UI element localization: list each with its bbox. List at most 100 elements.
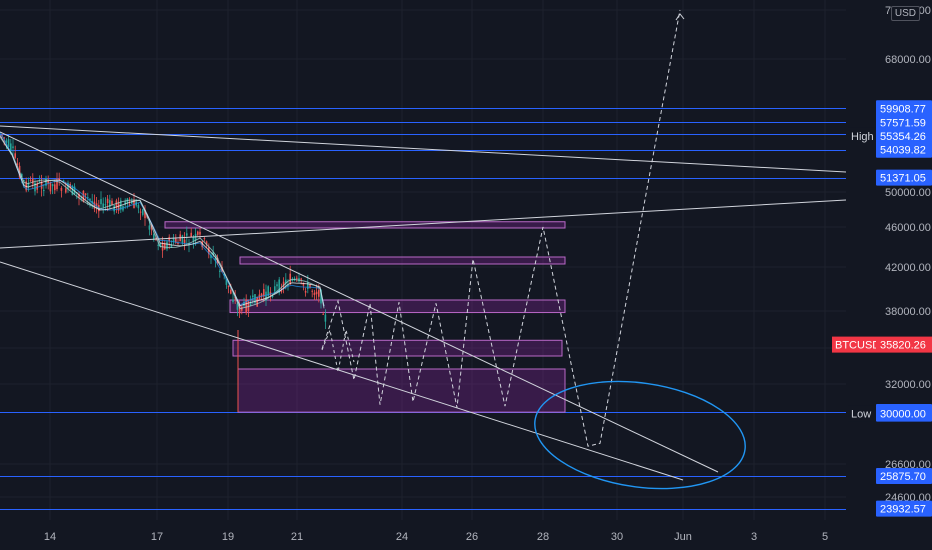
price-tick: 32000.00 [885, 379, 931, 391]
level-value-bg [876, 127, 932, 144]
trend-line [0, 199, 847, 249]
level-value: 30000.00 [880, 409, 926, 421]
currency-label[interactable]: USD [890, 6, 920, 21]
candle-body [267, 286, 269, 296]
candle-body [95, 203, 98, 207]
grid-lines [0, 0, 846, 520]
candle-body [87, 197, 89, 199]
candle-body [71, 186, 74, 196]
candle-body [282, 281, 285, 287]
candle-body [58, 178, 60, 181]
candle-body [89, 198, 91, 201]
candle-body [230, 289, 232, 294]
candle-body [300, 278, 302, 280]
target-circle [534, 380, 746, 490]
candle-body [183, 239, 186, 244]
time-tick: 19 [222, 531, 234, 543]
level-value: 25875.70 [880, 471, 926, 483]
candle-body [315, 291, 318, 295]
candle-body [32, 178, 34, 184]
candle-body [212, 252, 214, 256]
candle-body [271, 295, 274, 297]
candlestick-series [0, 131, 327, 412]
candle-body [203, 238, 206, 240]
level-tag-bg [848, 127, 876, 144]
candle-body [260, 293, 263, 297]
time-tick: 17 [151, 531, 163, 543]
candle-body [7, 138, 10, 148]
candle-body [54, 184, 56, 191]
candle-body [124, 201, 126, 205]
trend-line [0, 261, 684, 481]
candle-body [142, 209, 144, 215]
level-tag: High [851, 131, 874, 143]
candle-body [287, 284, 289, 286]
candle-body [252, 295, 254, 298]
candle-body [318, 290, 320, 297]
candle-body [278, 279, 280, 293]
symbol-tag-bg [832, 336, 876, 353]
price-tick: 68000.00 [885, 54, 931, 66]
candle-body [177, 243, 179, 245]
moving-average [0, 136, 325, 310]
current-price: 35820.26 [880, 340, 926, 352]
candle-body [170, 244, 173, 248]
level-value: 57571.59 [880, 117, 926, 129]
level-value-bg [876, 500, 932, 517]
candle-body [274, 286, 276, 292]
time-tick: 28 [537, 531, 549, 543]
projected-path-detail [321, 328, 355, 373]
time-tick: 3 [751, 531, 757, 543]
candle-body [78, 193, 80, 198]
candle-body [84, 193, 87, 196]
candle-body [23, 180, 25, 182]
candle-body [296, 277, 298, 279]
level-value-bg [876, 467, 932, 484]
price-tick: 46000.00 [885, 222, 931, 234]
candle-body [190, 232, 192, 237]
candle-body [25, 181, 27, 191]
candle-body [192, 237, 195, 241]
candle-body [241, 306, 243, 311]
price-axis [846, 0, 932, 550]
candle-body [93, 201, 96, 209]
candle-body [289, 273, 291, 285]
candle-body [5, 140, 8, 143]
candle-body [322, 313, 324, 315]
trend-line [0, 131, 719, 473]
trend-line [0, 125, 847, 173]
candle-body [144, 209, 146, 219]
candle-body [291, 280, 294, 282]
price-zone [239, 256, 566, 265]
time-tick: 26 [466, 531, 478, 543]
candle-body [205, 241, 208, 245]
candle-body [219, 270, 221, 272]
candle-body [159, 243, 162, 247]
candle-body [324, 314, 327, 322]
candle-body [73, 186, 76, 195]
candle-body [113, 205, 115, 212]
candle-body [280, 289, 283, 292]
candle-body [62, 180, 65, 183]
current-price-bg [876, 336, 932, 353]
trend-lines [0, 125, 847, 481]
arrow-head-icon [675, 13, 685, 21]
candle-body [65, 188, 67, 193]
candle-body [311, 290, 313, 292]
price-tick: 42000.00 [885, 262, 931, 274]
candle-body [27, 183, 30, 187]
candle-body [166, 241, 168, 250]
moving-average [0, 131, 325, 307]
level-value: 51371.05 [880, 173, 926, 185]
candle-body [38, 181, 41, 183]
level-value: 55354.26 [880, 131, 926, 143]
candle-body [302, 282, 305, 286]
candle-body [214, 257, 217, 261]
level-value-bg [876, 100, 932, 117]
candle-body [69, 183, 71, 189]
candle-body [51, 184, 54, 187]
candle-body [155, 237, 157, 239]
candle-body [157, 244, 159, 246]
